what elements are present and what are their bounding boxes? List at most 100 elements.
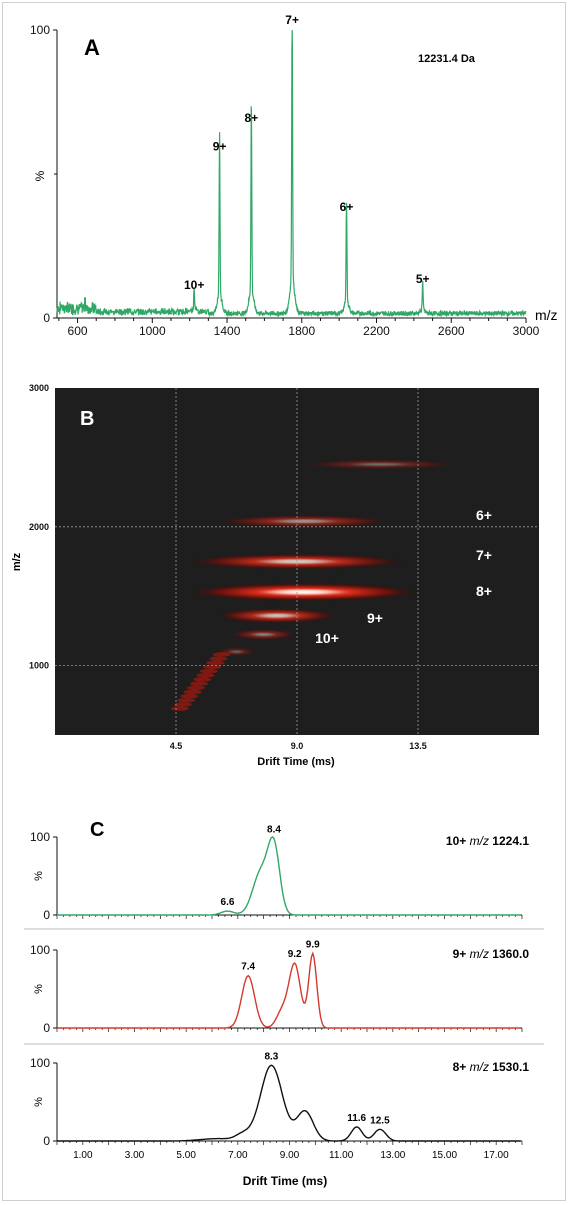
heatmap-charge-label: 8+ xyxy=(476,583,492,599)
panel-a-spectrum-line xyxy=(56,29,527,318)
panel-c-xlabel: Drift Time (ms) xyxy=(243,1174,327,1188)
panel-a-peak-labels: 10+ 9+ 8+ 7+ 6+ 5+ xyxy=(184,13,430,292)
panel-c-ylabel: % xyxy=(33,1097,45,1107)
panel-c-peak-label: 7.4 xyxy=(241,962,255,973)
panel-c-ylabel: % xyxy=(33,984,45,994)
panel-c-trace-line xyxy=(57,1064,521,1142)
panel-c-xtick-label: 11.00 xyxy=(329,1150,354,1161)
panel-c-peak-label: 12.5 xyxy=(370,1115,390,1126)
heatmap-charge-label: 10+ xyxy=(315,630,339,646)
panel-c-ytick-label: 100 xyxy=(30,830,50,844)
panel-c-xtick-label: 15.00 xyxy=(432,1150,457,1161)
panel-c-peak-label: 11.6 xyxy=(347,1113,366,1124)
panel-a-xtick-label: 600 xyxy=(68,324,88,338)
heatmap-ytick-label: 3000 xyxy=(29,383,49,393)
panel-c-ytick-label: 0 xyxy=(43,1021,50,1035)
panel-a-mass-label: 12231.4 Da xyxy=(418,53,476,65)
panel-c-ylabel: % xyxy=(33,871,45,881)
heatmap-xtick-label: 13.5 xyxy=(409,741,427,751)
heatmap-xtick-label: 9.0 xyxy=(291,741,304,751)
panel-a-peak-label: 6+ xyxy=(340,200,354,214)
panel-c-ion-label: 8+ m/z 1530.1 xyxy=(453,1060,530,1074)
ion-mz-value: 1360.0 xyxy=(492,947,529,961)
heatmap-band xyxy=(180,693,199,699)
panel-a-ytick-label: 100 xyxy=(30,23,50,37)
heatmap-charge-label: 6+ xyxy=(476,507,492,523)
heatmap-ticks: 1000 2000 3000 4.5 9.0 13.5 xyxy=(29,383,427,751)
heatmap-band xyxy=(229,628,297,641)
heatmap-xtick-label: 4.5 xyxy=(170,741,183,751)
panel-c-xtick-label: 9.00 xyxy=(280,1150,300,1161)
heatmap-charge-label: 9+ xyxy=(367,610,383,626)
panel-c-xtick-label: 1.00 xyxy=(73,1150,93,1161)
heatmap-band xyxy=(209,656,228,661)
heatmap-band xyxy=(199,668,218,674)
panel-a-spectrum: A 12231.4 Da % m/z 0 100 600 1000 1400 1800 22… xyxy=(30,13,558,338)
panel-a-letter: A xyxy=(84,35,100,60)
panel-c-peak-label: 8.4 xyxy=(267,825,281,836)
heatmap-band xyxy=(196,673,215,678)
ion-mz-prefix: m/z xyxy=(470,834,493,848)
panel-c1-trace-10plus: 0 100% 6.6 8.4 10+ m/z 1224.1 xyxy=(30,825,529,922)
panel-c-xtick-label: 5.00 xyxy=(176,1150,196,1161)
ion-mz-prefix: m/z xyxy=(470,947,493,961)
panel-a-xtick-label: 2200 xyxy=(363,324,390,338)
heatmap-band xyxy=(173,702,192,707)
heatmap-band xyxy=(186,685,205,691)
heatmap-band xyxy=(170,706,189,711)
panel-a-peak-label: 5+ xyxy=(416,272,430,286)
heatmap-band xyxy=(183,689,202,695)
panel-c-ion-label: 9+ m/z 1360.0 xyxy=(453,947,530,961)
panel-a-xtick-label: 3000 xyxy=(513,324,540,338)
ion-mz-value: 1224.1 xyxy=(492,834,529,848)
panel-c-ion-label: 10+ m/z 1224.1 xyxy=(446,834,529,848)
heatmap-ytick-label: 1000 xyxy=(29,661,49,671)
panel-c-trace-line xyxy=(57,951,521,1029)
panel-a-ytick-label: 0 xyxy=(43,311,50,325)
panel-c-ytick-label: 100 xyxy=(30,943,50,957)
ion-mz-prefix: m/z xyxy=(470,1060,493,1074)
panel-a-xtick-label: 2600 xyxy=(438,324,465,338)
heatmap-ytick-label: 2000 xyxy=(29,522,49,532)
ion-charge: 8+ xyxy=(453,1060,470,1074)
panel-a-xtick-label: 1400 xyxy=(214,324,241,338)
panel-c-xtick-label: 13.00 xyxy=(380,1150,405,1161)
panel-c2-trace-9plus: 0 100% 7.4 9.2 9.9 9+ m/z 1360.0 xyxy=(30,939,529,1035)
panel-b-ylabel: m/z xyxy=(11,552,23,571)
panel-c-peak-label: 8.3 xyxy=(264,1051,278,1062)
panel-b-heatmap: B 6+ 7+ 8+ 9+ 10+ 1000 2000 3000 4.5 9.0 13.5 m/z… xyxy=(11,383,539,768)
panel-c-xtick-label: 3.00 xyxy=(125,1150,145,1161)
heatmap-band xyxy=(190,681,209,686)
heatmap-grid xyxy=(55,388,539,735)
heatmap-bands xyxy=(170,459,459,711)
panel-a-ylabel: % xyxy=(33,170,47,181)
panel-a-xtick-label: 1800 xyxy=(288,324,315,338)
panel-b-xlabel: Drift Time (ms) xyxy=(257,756,335,768)
panel-a-peak-label: 7+ xyxy=(285,13,299,27)
panel-a-axes: 0 100 600 1000 1400 1800 2200 2600 3000 xyxy=(30,23,540,338)
heatmap-band xyxy=(302,459,459,470)
panel-c-ytick-label: 0 xyxy=(43,1134,50,1148)
heatmap-band xyxy=(206,660,225,666)
ion-charge: 10+ xyxy=(446,834,470,848)
panel-a-peak-label: 10+ xyxy=(184,278,204,292)
heatmap-band xyxy=(177,698,196,703)
panel-a-xunit: m/z xyxy=(535,307,558,323)
panel-a-xtick-label: 1000 xyxy=(139,324,166,338)
panel-c-peak-label: 6.6 xyxy=(221,897,235,908)
ion-charge: 9+ xyxy=(453,947,470,961)
heatmap-band xyxy=(193,677,212,682)
panel-c3-trace-8plus: 0 100% 8.3 11.6 12.5 8+ m/z 1530.1 1.00 3.00 5.0… xyxy=(30,1051,529,1161)
panel-c-peak-label: 9.2 xyxy=(288,949,302,960)
panel-a-peak-label: 8+ xyxy=(245,111,259,125)
heatmap-band xyxy=(212,652,231,657)
panel-b-letter: B xyxy=(80,408,94,430)
ion-mz-value: 1530.1 xyxy=(492,1060,529,1074)
panel-c-peak-label: 9.9 xyxy=(306,939,320,950)
panel-c-arrival-times: C 0 100% 6.6 8.4 10+ m/z 1224.1 0 100% 7.4 9.2 9… xyxy=(24,819,544,1188)
panel-c-trace-line xyxy=(57,836,521,916)
panel-c-letter: C xyxy=(90,819,104,841)
panel-c-xtick-label: 17.00 xyxy=(484,1150,509,1161)
